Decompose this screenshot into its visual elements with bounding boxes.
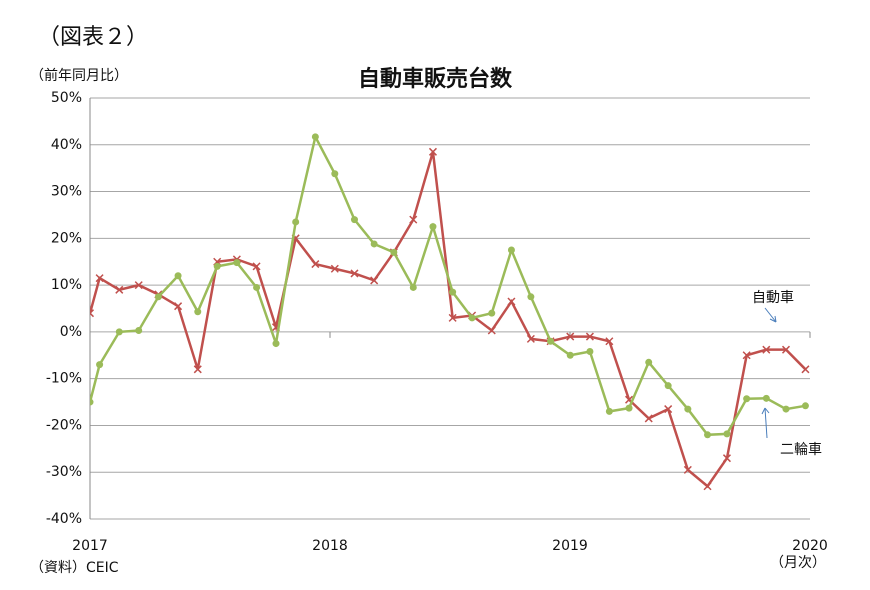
marker bbox=[526, 334, 535, 343]
marker bbox=[370, 240, 378, 248]
marker bbox=[90, 309, 95, 318]
marker bbox=[272, 340, 280, 348]
source: （資料）CEIC bbox=[30, 560, 119, 576]
marker bbox=[194, 308, 202, 316]
marker bbox=[566, 332, 575, 341]
marker bbox=[605, 337, 614, 346]
y-tick-label: 30% bbox=[51, 184, 82, 200]
marker bbox=[468, 314, 476, 322]
figure-label: （図表２） bbox=[38, 25, 148, 50]
y-tick-label: -40% bbox=[46, 511, 82, 527]
y-tick-label: -20% bbox=[46, 417, 82, 433]
marker bbox=[331, 170, 339, 178]
plot-area bbox=[90, 133, 810, 491]
marker bbox=[644, 414, 653, 423]
marker bbox=[645, 358, 653, 366]
marker bbox=[233, 259, 241, 267]
marker bbox=[252, 262, 261, 271]
marker bbox=[507, 297, 516, 306]
marker bbox=[390, 248, 398, 256]
marker bbox=[742, 351, 751, 360]
x-tick-label: 2020 bbox=[792, 538, 828, 554]
marker bbox=[507, 246, 515, 254]
series-line bbox=[90, 133, 806, 437]
marker bbox=[782, 405, 790, 413]
x-unit: （月次） bbox=[770, 555, 826, 571]
marker bbox=[96, 361, 104, 369]
marker bbox=[664, 382, 672, 390]
marker bbox=[722, 454, 731, 463]
marker bbox=[134, 281, 143, 290]
marker bbox=[90, 398, 94, 406]
marker bbox=[154, 293, 162, 301]
marker bbox=[95, 274, 104, 283]
marker bbox=[704, 431, 712, 439]
marker bbox=[253, 283, 261, 291]
y-tick-label: -10% bbox=[46, 371, 82, 387]
marker bbox=[311, 260, 320, 269]
chart-title: 自動車販売台数 bbox=[358, 66, 513, 92]
arrow bbox=[764, 407, 768, 439]
marker bbox=[723, 430, 731, 438]
marker bbox=[762, 394, 770, 402]
marker bbox=[801, 365, 810, 374]
y-tick-label: 0% bbox=[60, 324, 82, 340]
marker bbox=[527, 293, 535, 301]
marker bbox=[115, 328, 123, 336]
marker bbox=[801, 402, 809, 410]
arrow-head bbox=[761, 407, 770, 415]
marker bbox=[586, 348, 594, 356]
x-tick-label: 2018 bbox=[312, 538, 348, 554]
marker bbox=[292, 218, 300, 226]
marker bbox=[684, 405, 692, 413]
annotation: 自動車 bbox=[752, 289, 794, 306]
marker bbox=[330, 264, 339, 273]
marker bbox=[547, 337, 555, 345]
y-tick-label: 40% bbox=[51, 137, 82, 153]
marker bbox=[449, 288, 457, 296]
series-line bbox=[90, 151, 807, 489]
marker bbox=[428, 147, 437, 156]
marker bbox=[605, 407, 613, 415]
marker bbox=[487, 326, 496, 335]
marker bbox=[488, 309, 496, 317]
x-tick-label: 2019 bbox=[552, 538, 588, 554]
x-tick-label: 2017 bbox=[72, 538, 108, 554]
marker bbox=[193, 365, 202, 374]
arrow-head bbox=[769, 315, 777, 323]
arrow bbox=[764, 307, 777, 323]
marker bbox=[311, 133, 319, 141]
marker bbox=[781, 345, 791, 354]
marker bbox=[664, 405, 673, 414]
y-axis-label: （前年同月比） bbox=[30, 67, 128, 84]
y-tick-label: 20% bbox=[51, 230, 82, 246]
marker bbox=[350, 216, 358, 224]
marker bbox=[762, 345, 771, 354]
marker bbox=[174, 272, 182, 280]
marker bbox=[135, 326, 143, 334]
y-tick-label: 10% bbox=[51, 277, 82, 293]
marker bbox=[566, 351, 574, 359]
marker bbox=[625, 404, 633, 412]
marker bbox=[448, 313, 457, 322]
marker bbox=[409, 215, 418, 224]
y-tick-label: 50% bbox=[51, 90, 82, 106]
annotation: 二輪車 bbox=[780, 441, 822, 458]
marker bbox=[350, 269, 359, 278]
marker bbox=[683, 465, 692, 474]
marker bbox=[585, 332, 594, 341]
marker bbox=[213, 262, 221, 270]
marker bbox=[429, 223, 437, 231]
marker bbox=[743, 395, 751, 403]
marker bbox=[115, 285, 124, 294]
y-tick-label: -30% bbox=[46, 464, 82, 480]
marker bbox=[409, 283, 417, 291]
marker bbox=[174, 302, 183, 311]
marker bbox=[370, 276, 379, 285]
marker bbox=[703, 482, 712, 491]
